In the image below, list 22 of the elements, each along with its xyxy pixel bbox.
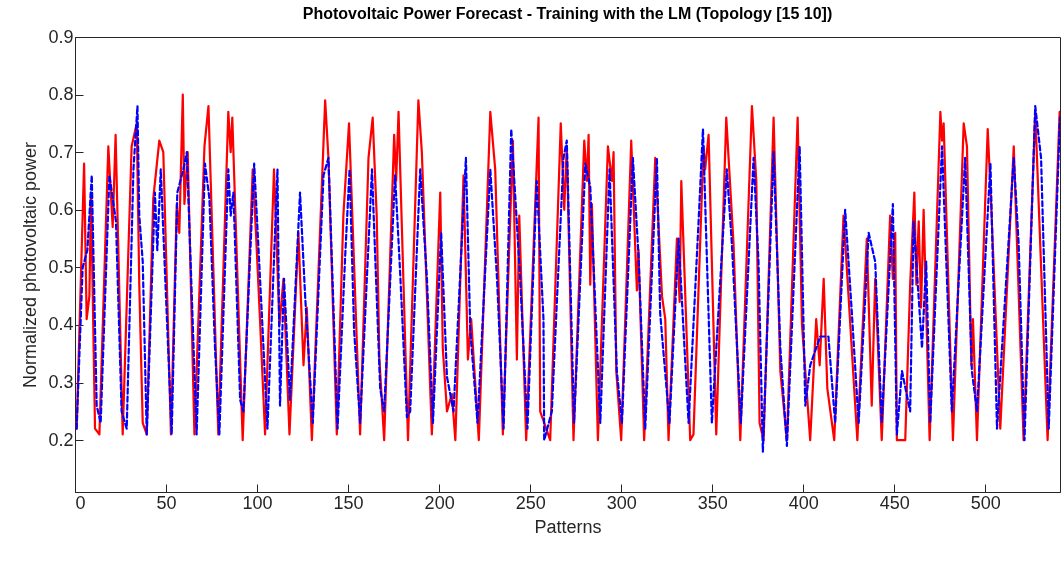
chart-title: Photovoltaic Power Forecast - Training with the LM (Topology [15 10]) — [302, 5, 833, 22]
y-tick-label: 0.5 — [48, 256, 74, 277]
x-tick-label: 100 — [242, 492, 273, 513]
y-tick-label: 0.8 — [48, 84, 74, 105]
x-axis-title: Patterns — [534, 516, 602, 537]
x-tick-label: 200 — [424, 492, 455, 513]
x-tick-label: 50 — [156, 492, 177, 513]
y-tick-label: 0.4 — [48, 314, 74, 335]
y-tick-label: 0.6 — [48, 199, 74, 220]
y-tick-label: 0.3 — [48, 372, 74, 393]
x-tick-label: 400 — [788, 492, 819, 513]
x-tick-label: 0 — [75, 492, 86, 513]
y-tick-label: 0.9 — [48, 26, 74, 47]
x-tick-label: 300 — [606, 492, 637, 513]
x-tick-label: 150 — [333, 492, 364, 513]
x-tick-label: 250 — [515, 492, 546, 513]
y-axis-title: Normalized photovoltaic power — [20, 141, 41, 389]
x-tick-label: 500 — [970, 492, 1001, 513]
y-tick-label: 0.2 — [48, 429, 74, 450]
x-tick-label: 350 — [697, 492, 728, 513]
x-tick-label: 450 — [879, 492, 910, 513]
y-tick-label: 0.7 — [48, 141, 74, 162]
